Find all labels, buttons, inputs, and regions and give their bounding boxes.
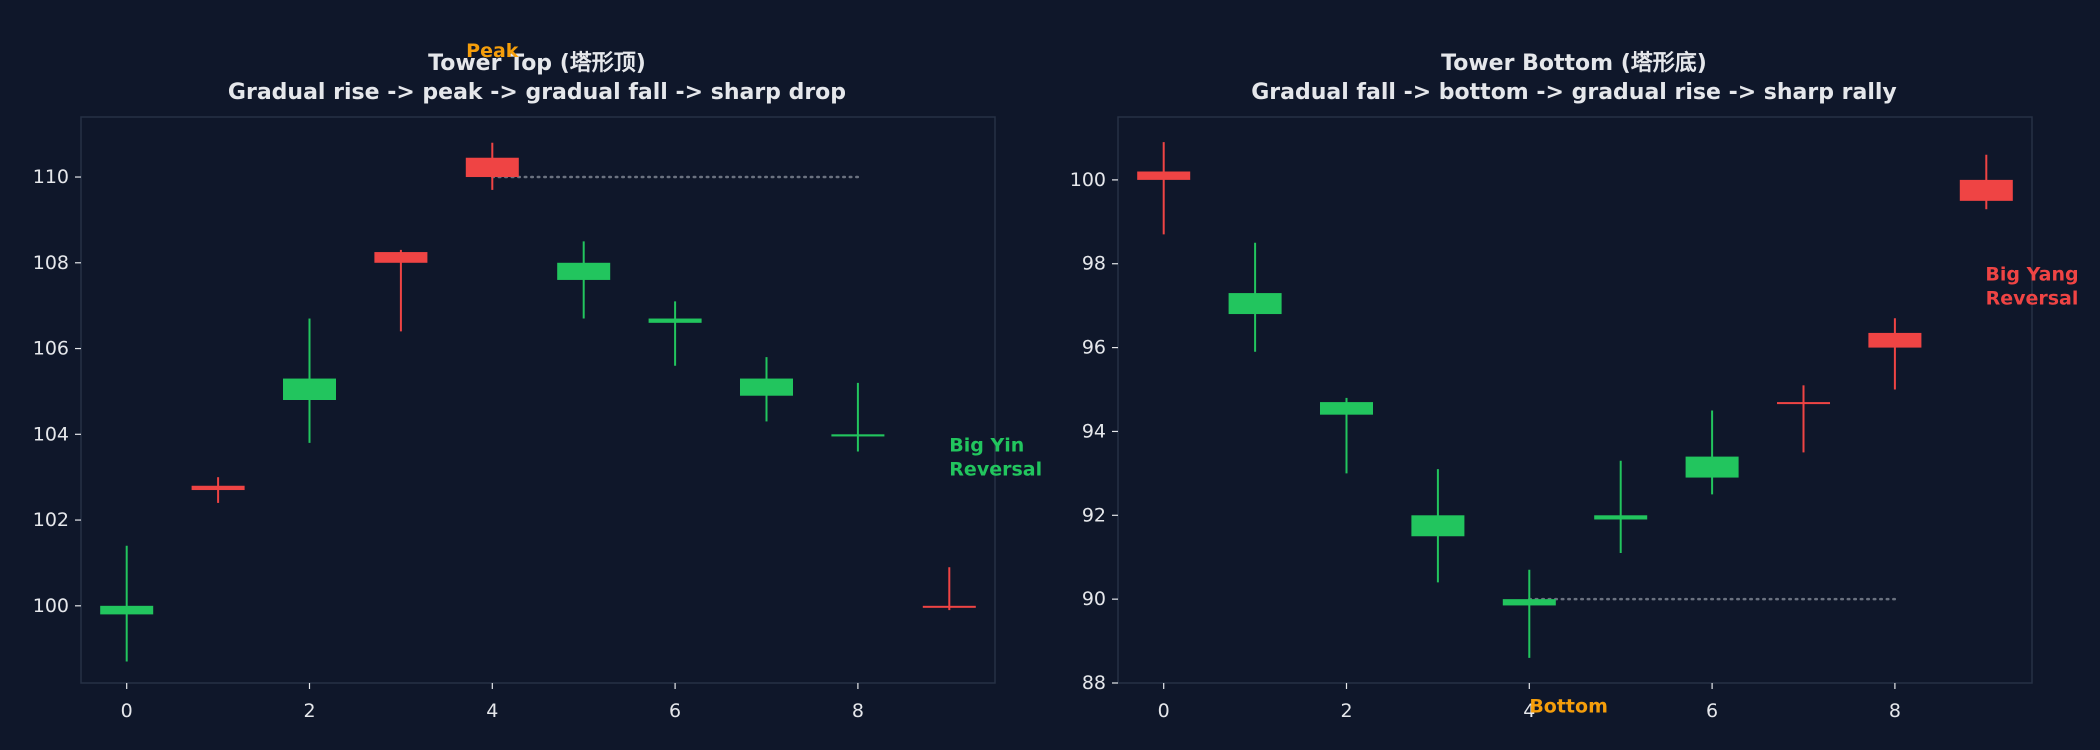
y-tick-label: 96 [1082,337,1106,359]
tower-top-panel: Tower Top (塔形顶) Gradual rise -> peak -> … [33,40,1042,722]
candle-body [557,262,611,280]
x-tick-label: 2 [1340,700,1352,722]
plot-frame [1117,116,2033,684]
x-tick-label: 4 [1523,700,1535,722]
candle-body [465,157,519,178]
plot-frame [80,116,996,684]
annotation-text: Peak [466,40,519,62]
y-tick-label: 92 [1082,504,1106,526]
candle-body [1319,402,1374,415]
candle-body [1594,515,1648,520]
x-tick-label: 0 [1158,700,1170,722]
y-tick-label: 104 [33,423,69,445]
candle-body [1868,332,1922,348]
tower-top-title-line-1: Tower Top (塔形顶) [428,51,646,76]
candle-body [282,378,337,400]
annotation-text: Reversal [949,458,1042,480]
x-tick-label: 8 [1889,700,1901,722]
y-tick-label: 98 [1082,253,1106,275]
annotation-text: Big Yang [1985,264,2078,286]
y-tick-label: 100 [33,595,69,617]
x-tick-label: 2 [303,700,315,722]
y-tick-label: 94 [1082,420,1106,442]
x-tick-label: 6 [669,700,681,722]
y-tick-label: 110 [33,166,69,188]
candle-body [374,252,428,263]
candle-body [1411,515,1465,537]
y-tick-label: 100 [1070,169,1106,191]
candle-body [648,318,702,323]
x-tick-label: 0 [121,700,133,722]
y-tick-label: 90 [1082,588,1106,610]
candle-body [191,485,245,491]
candle-body [1137,171,1191,180]
tower-bottom-title-line-2: Gradual fall -> bottom -> gradual rise -… [1251,80,1897,105]
x-tick-label: 8 [852,700,864,722]
candle-body [831,434,885,437]
y-tick-label: 106 [33,338,69,360]
tower-top-title-line-2: Gradual rise -> peak -> gradual fall -> … [228,80,846,105]
candle-body [1959,179,2013,201]
tower-bottom-panel: Tower Bottom (塔形底) Gradual fall -> botto… [1070,50,2079,722]
candle-body [739,378,794,396]
y-tick-label: 102 [33,509,69,531]
annotation-text: Big Yin [949,434,1024,456]
candle-body [1502,599,1556,606]
tower-bottom-title-line-1: Tower Bottom (塔形底) [1441,50,1707,76]
x-tick-label: 4 [486,700,498,722]
y-tick-label: 108 [33,252,69,274]
candle-body [100,605,154,615]
candle-body [1776,402,1831,405]
y-tick-label: 88 [1082,672,1106,694]
candle-body [922,605,976,608]
annotation-text: Reversal [1986,288,2079,310]
candle-body [1685,456,1739,478]
x-tick-label: 6 [1706,700,1718,722]
candle-body [1228,293,1282,315]
annotation-text: Bottom [1529,695,1608,717]
